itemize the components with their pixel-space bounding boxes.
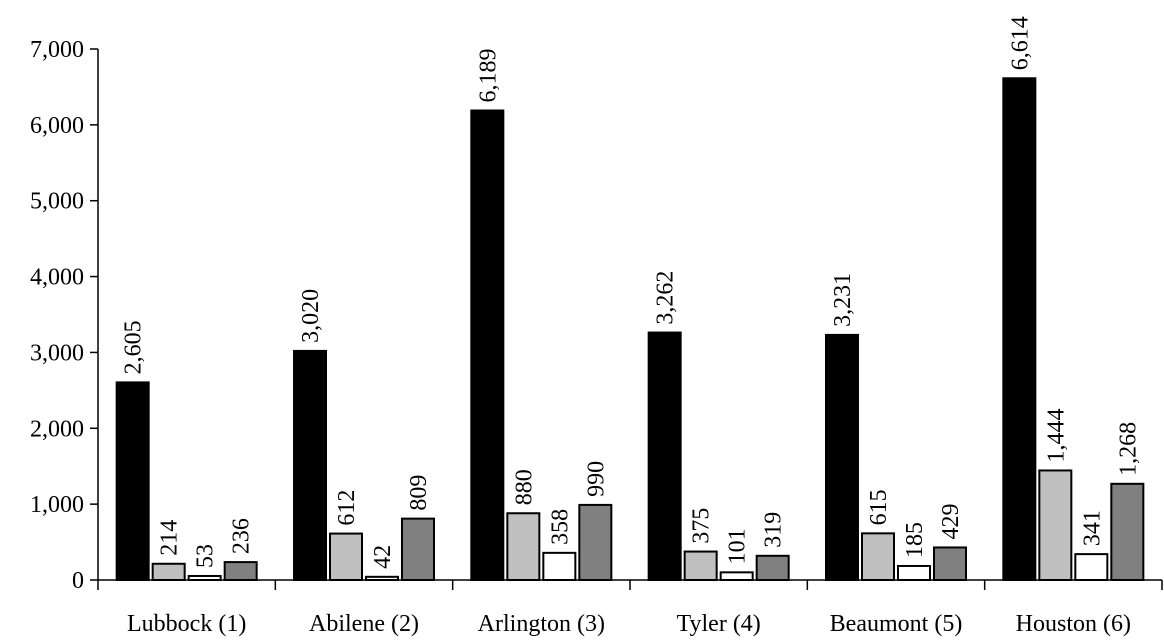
bar bbox=[683, 550, 718, 582]
bar bbox=[115, 381, 150, 582]
data-label: 358 bbox=[547, 509, 573, 545]
bar bbox=[647, 331, 682, 581]
y-tick-label: 0 bbox=[72, 568, 84, 594]
data-label: 1,268 bbox=[1115, 422, 1141, 476]
bar bbox=[470, 109, 505, 581]
y-tick-label: 7,000 bbox=[30, 37, 84, 63]
data-label: 6,614 bbox=[1007, 16, 1033, 70]
category-label: Lubbock (1) bbox=[127, 611, 246, 637]
data-label: 214 bbox=[157, 520, 183, 556]
bar bbox=[223, 561, 258, 582]
data-label: 53 bbox=[193, 544, 219, 568]
bar bbox=[293, 349, 327, 582]
data-label: 880 bbox=[511, 469, 537, 505]
data-label: 2,605 bbox=[121, 320, 147, 374]
data-label: 1,444 bbox=[1043, 408, 1069, 462]
data-label: 3,231 bbox=[830, 273, 856, 327]
bar bbox=[151, 562, 186, 582]
data-label: 809 bbox=[406, 475, 432, 511]
bar bbox=[1038, 469, 1073, 581]
bar bbox=[897, 564, 931, 582]
data-label: 101 bbox=[725, 528, 751, 564]
bar bbox=[1110, 482, 1145, 581]
data-labels: 2,605 214 53 236 3,020 612 42 809 6,189 880 358 990… bbox=[121, 16, 1142, 569]
bar bbox=[506, 512, 541, 582]
y-tick-label: 1,000 bbox=[30, 492, 84, 518]
category-label: Beaumont (5) bbox=[830, 611, 963, 637]
y-tick-label: 2,000 bbox=[30, 416, 84, 442]
bars bbox=[115, 77, 1145, 582]
category-label: Arlington (3) bbox=[478, 611, 605, 637]
bar bbox=[578, 503, 613, 581]
y-tick-label: 5,000 bbox=[30, 189, 84, 215]
bar bbox=[1074, 553, 1109, 581]
bar bbox=[755, 554, 790, 582]
data-label: 3,020 bbox=[298, 289, 324, 343]
bar bbox=[861, 532, 895, 581]
bar bbox=[933, 546, 967, 581]
y-tick-label: 3,000 bbox=[30, 340, 84, 366]
y-tick-label: 6,000 bbox=[30, 113, 84, 139]
category-label: Abilene (2) bbox=[309, 611, 419, 637]
data-label: 236 bbox=[229, 518, 255, 554]
data-label: 612 bbox=[334, 490, 360, 526]
data-label: 615 bbox=[866, 489, 892, 525]
axes: 0 1,000 2,000 3,000 4,000 5,000 6,000 7,000 Lubb… bbox=[30, 37, 1163, 637]
bar bbox=[401, 517, 435, 582]
data-label: 429 bbox=[938, 503, 964, 539]
bar bbox=[187, 574, 222, 581]
data-label: 990 bbox=[583, 461, 609, 497]
bar bbox=[1002, 77, 1037, 582]
y-tick-label: 4,000 bbox=[30, 265, 84, 291]
data-label: 6,189 bbox=[475, 49, 501, 103]
bar bbox=[365, 575, 399, 582]
data-label: 341 bbox=[1079, 510, 1105, 546]
data-label: 375 bbox=[689, 508, 715, 544]
bar bbox=[825, 333, 859, 581]
category-label: Tyler (4) bbox=[677, 611, 761, 637]
category-label: Houston (6) bbox=[1016, 611, 1131, 637]
bar bbox=[329, 532, 363, 582]
data-label: 319 bbox=[761, 512, 787, 548]
data-label: 185 bbox=[902, 522, 928, 558]
data-label: 42 bbox=[370, 545, 396, 569]
bar bbox=[719, 571, 754, 582]
data-label: 3,262 bbox=[653, 271, 679, 325]
bar bbox=[542, 551, 577, 581]
